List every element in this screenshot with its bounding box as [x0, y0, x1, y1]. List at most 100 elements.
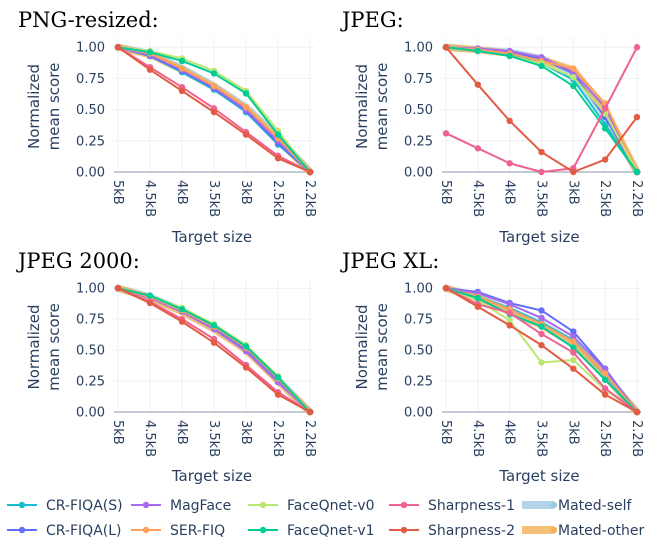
data-point: [114, 284, 122, 292]
data-point: [274, 374, 282, 381]
data-point: [570, 356, 577, 364]
data-point: [274, 131, 282, 138]
data-point: [242, 131, 250, 138]
data-point: [601, 125, 609, 132]
y-tick-label: 0.75: [76, 313, 105, 328]
legend-marker: [18, 501, 26, 509]
data-point: [538, 341, 545, 349]
x-tick-label: 4.5kB: [142, 180, 157, 217]
x-tick-label: 3kB: [238, 180, 253, 205]
subplot-title: JPEG:: [340, 8, 404, 32]
legend-label: Mated-self: [558, 498, 632, 514]
data-point: [178, 306, 186, 313]
x-axis-title: Target size: [498, 228, 579, 246]
y-tick-label: 0.00: [404, 406, 433, 421]
data-point: [242, 343, 250, 350]
x-tick-label: 5kB: [438, 180, 453, 205]
y-tick-label: 0.75: [76, 72, 105, 87]
data-point: [633, 168, 641, 176]
y-tick-label: 0.25: [76, 375, 105, 390]
data-point: [570, 344, 577, 351]
data-point: [242, 364, 250, 371]
legend-label: SER-FIQ: [170, 523, 225, 539]
legend-label: CR-FIQA(S): [46, 498, 123, 514]
x-tick-label: 4.5kB: [470, 420, 485, 457]
data-point: [538, 323, 545, 330]
gridlines: [114, 37, 314, 173]
data-point: [601, 370, 609, 377]
data-point: [601, 385, 609, 392]
data-point: [538, 359, 545, 366]
data-point: [242, 103, 250, 111]
subplot-title: PNG-resized:: [18, 8, 159, 32]
data-point: [210, 322, 218, 329]
data-point: [274, 155, 282, 162]
data-point: [306, 408, 314, 416]
legend-label: Mated-other: [558, 523, 645, 539]
x-tick-label: 5kB: [438, 420, 453, 445]
legend-item-ser-fiq: SER-FIQ: [131, 523, 225, 539]
data-point: [506, 322, 513, 329]
legend-item-cr-fiqa-l: CR-FIQA(L): [7, 523, 122, 539]
data-point: [570, 168, 577, 176]
x-tick-label: 3kB: [565, 180, 580, 205]
legend-item-mated-other: Mated-other: [522, 523, 645, 539]
data-point: [242, 90, 250, 97]
data-point: [146, 66, 154, 73]
legend-item-sharpness-1: Sharpness-1: [389, 498, 515, 514]
x-axis-title: Target size: [171, 467, 252, 485]
series-sharpness-2: [442, 44, 641, 176]
data-point: [146, 299, 154, 307]
data-point: [442, 130, 450, 137]
data-point: [633, 408, 641, 416]
data-point: [178, 57, 186, 65]
legend-marker: [550, 526, 558, 534]
legend-marker: [18, 526, 26, 534]
data-point: [474, 294, 482, 302]
legend-item-mated-self: Mated-self: [522, 498, 632, 514]
legend-marker: [259, 526, 267, 534]
data-point: [114, 44, 122, 51]
data-point: [601, 156, 609, 163]
y-tick-label: 0.00: [76, 406, 105, 421]
y-axis-title: Normalized mean score: [25, 63, 63, 151]
subplot-1: PNG-resized: 0.00 0.25 0.50 0.75 1.00 5kB 4.5kB…: [18, 8, 317, 246]
y-tick-label: 0.00: [76, 166, 105, 181]
legend-label: FaceQnet-v0: [287, 498, 375, 514]
legend-marker: [400, 501, 408, 509]
data-point: [178, 87, 186, 95]
legend-marker: [400, 526, 408, 534]
data-point: [306, 168, 314, 176]
x-tick-label: 3.5kB: [206, 420, 221, 457]
y-tick-label: 1.00: [76, 282, 105, 297]
x-axis-title: Target size: [498, 467, 579, 485]
data-point: [506, 301, 513, 308]
y-tick-label: 1.00: [404, 41, 433, 56]
data-point: [538, 62, 545, 70]
legend-label: MagFace: [170, 498, 231, 514]
legend-label: Sharpness-1: [428, 498, 515, 514]
y-axis-title: Normalized mean score: [25, 303, 63, 391]
data-point: [570, 82, 577, 90]
x-tick-label: 4kB: [174, 420, 189, 445]
x-tick-label: 5kB: [110, 420, 125, 445]
x-axis-title: Target size: [171, 228, 252, 246]
x-tick-label: 2.5kB: [270, 180, 285, 217]
data-point: [178, 318, 186, 325]
y-tick-label: 0.50: [76, 103, 105, 118]
x-tick-label: 2.5kB: [270, 420, 285, 457]
data-point: [538, 168, 545, 176]
subplot-title: JPEG XL:: [340, 249, 439, 273]
data-point: [538, 148, 545, 156]
legend-item-faceqnet-v1: FaceQnet-v1: [248, 523, 375, 539]
data-point: [146, 49, 154, 56]
legend-marker: [142, 526, 150, 534]
data-point: [210, 108, 218, 116]
legend: CR-FIQA(S) MagFace FaceQnet-v0 Sharpness-1 M…: [7, 498, 645, 539]
subplot-2: JPEG: 0.00 0.25 0.50 0.75 1.00 5kB 4.5kB 4kB 3.5k…: [340, 8, 644, 246]
x-tick-label: 2.5kB: [597, 180, 612, 217]
data-point: [570, 338, 577, 345]
y-tick-label: 0.50: [404, 103, 433, 118]
subplot-title: JPEG 2000:: [16, 249, 140, 273]
data-point: [601, 391, 609, 398]
